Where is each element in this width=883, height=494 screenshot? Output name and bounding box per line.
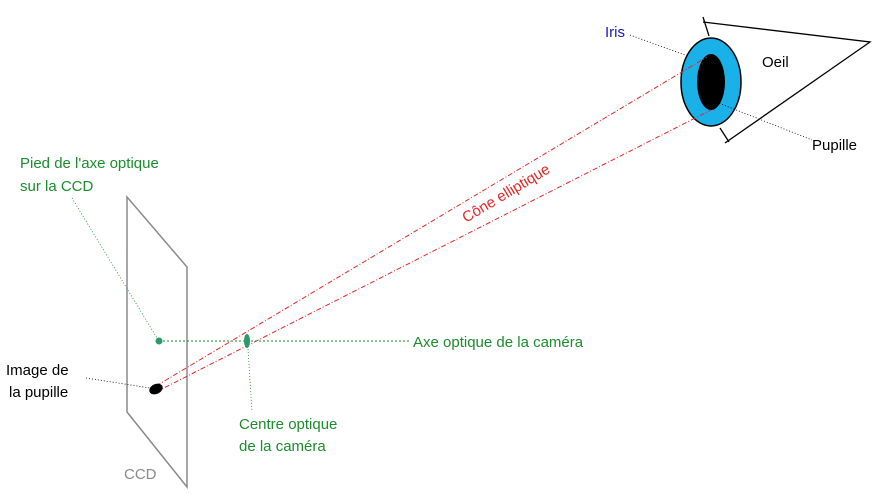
label-axe: Axe optique de la caméra — [413, 334, 584, 351]
leader-pied — [71, 197, 158, 339]
leader-centre — [247, 348, 253, 413]
pupil-image — [149, 383, 163, 395]
leader-iris — [629, 34, 686, 56]
cone-ray-upper — [155, 56, 708, 387]
label-ccd: CCD — [124, 466, 157, 483]
label-image-2: la pupille — [9, 384, 68, 401]
label-oeil: Oeil — [762, 54, 789, 71]
optical-center — [244, 334, 250, 348]
label-pied-2: sur la CCD — [20, 178, 94, 195]
label-iris: Iris — [605, 24, 625, 41]
eye-tick-bottom — [719, 127, 730, 143]
optical-axis-foot — [155, 337, 163, 345]
label-pupille: Pupille — [812, 137, 857, 154]
leader-pupille — [710, 99, 813, 141]
eye-cone-outline — [702, 21, 872, 144]
label-cone: Cône elliptique — [459, 161, 553, 227]
label-image-1: Image de — [6, 362, 69, 379]
label-centre-2: de la caméra — [239, 438, 326, 455]
ccd-plane — [126, 194, 188, 490]
label-pied-1: Pied de l'axe optique — [20, 155, 159, 172]
pupil — [697, 54, 725, 110]
label-centre-1: Centre optique — [239, 416, 337, 433]
eye-tick-top — [702, 16, 710, 37]
leader-image — [85, 377, 151, 389]
